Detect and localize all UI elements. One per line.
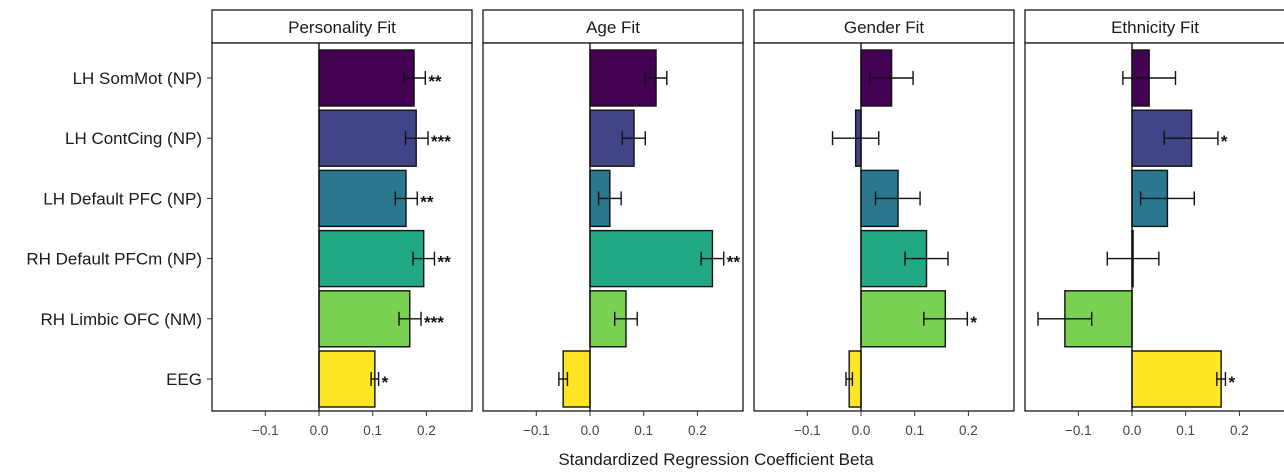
x-axis-label: Standardized Regression Coefficient Beta	[558, 450, 874, 469]
significance-label: **	[428, 72, 442, 91]
error-bar	[1037, 311, 1093, 326]
category-label: RH Default PFCm (NP)	[26, 250, 202, 269]
x-tick-label: 0.1	[905, 423, 924, 438]
x-tick-label: 0.0	[581, 423, 600, 438]
error-bar	[412, 251, 436, 266]
error-bar	[845, 372, 854, 386]
significance-label: ***	[424, 313, 444, 332]
x-tick-label: −0.1	[1065, 423, 1092, 438]
error-bar	[398, 311, 422, 326]
error-bar	[874, 191, 921, 206]
panels: Personality Fit*************−0.1 0.0 0.1 0.…	[211, 9, 1284, 438]
error-bar	[621, 131, 647, 146]
x-tick-label: 0.2	[417, 423, 436, 438]
bar	[318, 229, 425, 288]
panel-title: Personality Fit	[288, 18, 396, 37]
panel-strip	[753, 9, 1015, 44]
x-tick-label: 0.0	[1123, 423, 1142, 438]
error-bar	[1139, 191, 1195, 206]
error-bar	[1122, 71, 1177, 85]
panel: Ethnicity Fit * * −0.1 0.0 0.1 0.2	[1024, 9, 1284, 438]
error-bar	[1106, 251, 1160, 266]
bar	[318, 169, 407, 228]
x-tick-label: 0.0	[852, 423, 871, 438]
bar	[318, 350, 376, 408]
error-bar	[831, 131, 880, 146]
category-label: LH ContCing (NP)	[65, 129, 202, 148]
error-bar	[904, 251, 949, 266]
significance-label: *	[1228, 373, 1235, 392]
error-bar	[394, 191, 418, 206]
panel-title: Age Fit	[586, 18, 640, 37]
error-bar	[403, 71, 427, 85]
panel-strip	[482, 9, 744, 44]
significance-label: *	[1221, 132, 1228, 151]
category-label: LH SomMot (NP)	[73, 69, 202, 88]
bar	[318, 109, 417, 167]
significance-label: ***	[431, 132, 451, 151]
significance-label: *	[970, 313, 977, 332]
x-tick-label: 0.0	[310, 423, 329, 438]
panel-title: Gender Fit	[844, 18, 925, 37]
error-bar	[644, 71, 668, 85]
panel: Age Fit ** −0.1 0.0 0.1 0.2	[482, 9, 744, 438]
error-bar	[370, 372, 380, 386]
x-tick-label: 0.2	[1230, 423, 1249, 438]
category-label: LH Default PFC (NP)	[43, 189, 202, 208]
error-bar	[869, 71, 914, 85]
panel-title: Ethnicity Fit	[1111, 18, 1199, 37]
x-tick-label: 0.1	[1176, 423, 1195, 438]
x-tick-label: 0.1	[363, 423, 382, 438]
significance-label: **	[437, 253, 451, 272]
error-bar	[404, 131, 429, 146]
error-bar	[1163, 131, 1219, 146]
error-bar	[923, 311, 969, 326]
x-tick-label: −0.1	[523, 423, 550, 438]
panel: Gender Fit * −0.1 0.0 0.1 0.2	[753, 9, 1015, 438]
significance-label: **	[420, 192, 434, 211]
significance-label: *	[382, 373, 389, 392]
category-label: EEG	[166, 370, 202, 389]
category-label: RH Limbic OFC (NM)	[41, 310, 203, 329]
error-bar	[558, 372, 569, 386]
category-axis: LH SomMot (NP) LH ContCing (NP) LH Default…	[26, 69, 212, 389]
bar	[318, 290, 411, 348]
error-bar	[700, 251, 725, 266]
x-tick-label: 0.1	[634, 423, 653, 438]
x-tick-label: 0.2	[959, 423, 978, 438]
bar	[318, 49, 415, 107]
x-tick-label: −0.1	[794, 423, 821, 438]
significance-label: **	[727, 253, 741, 272]
x-tick-label: 0.2	[688, 423, 707, 438]
x-tick-label: −0.1	[252, 423, 279, 438]
error-bar	[597, 191, 622, 206]
bar	[1131, 350, 1222, 408]
bar	[589, 229, 714, 288]
panel: Personality Fit*************−0.1 0.0 0.1 0.…	[211, 9, 473, 438]
error-bar	[614, 311, 638, 326]
error-bar	[1216, 372, 1227, 386]
